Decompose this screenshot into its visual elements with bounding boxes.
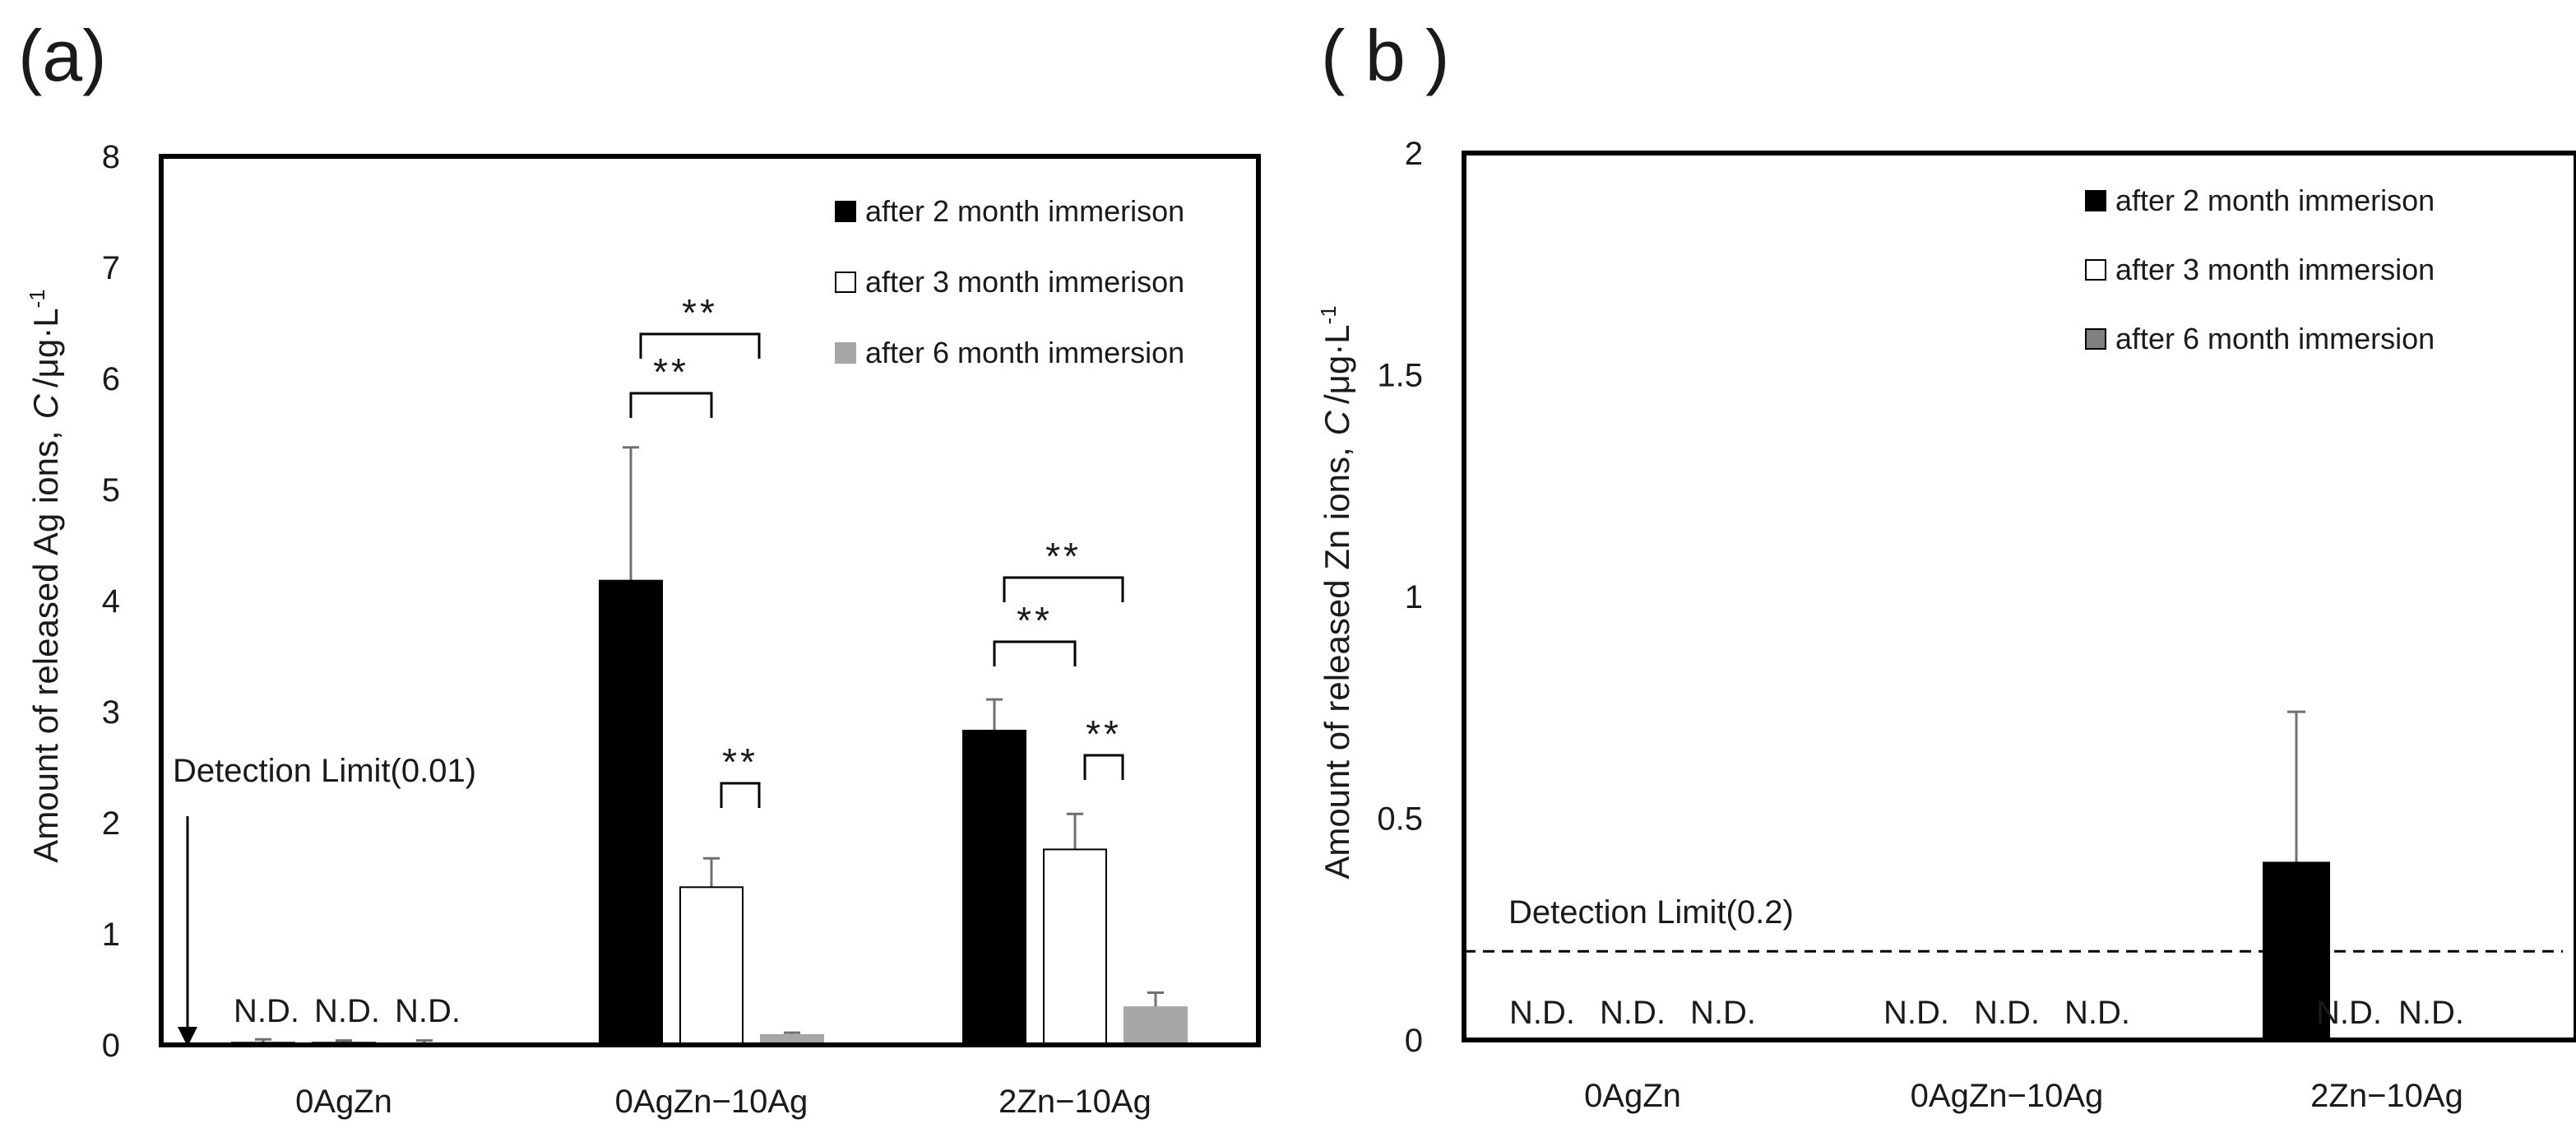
panel-a-bar-after-3-month-immerison-2zn-10ag [1043, 848, 1107, 1047]
panel-a-nd-after-6-month-immersion-0agzn: N.D. [395, 993, 461, 1029]
panel-b-y-ticks: 0 0.5 1 1.5 2 [1377, 136, 1423, 1059]
panel-a-y-tick-7: 7 [102, 250, 120, 286]
panel-b-nd-after-3-month-immersion-2zn-10ag: N.D. [2316, 995, 2382, 1031]
panel-a-legend-3month: after 3 month immerison [865, 265, 1184, 299]
panel-a-sig-bracket-0 [629, 392, 713, 418]
panel-b-legend-6month: after 6 month immersion [2115, 322, 2435, 355]
panel-b-bar-after-2-month-immerison-2zn-10ag [2263, 861, 2330, 1042]
panel-b-category-0agzn-10ag: 0AgZn−10Ag [1911, 1078, 2104, 1114]
panel-b-y-tick-2: 1 [1405, 579, 1423, 615]
panel-b-nd-after-2-month-immerison-0agzn-10ag: N.D. [1883, 995, 1949, 1031]
panel-b-ylabel-exp: -1 [1316, 305, 1341, 324]
panel-b-y-tick-1: 0.5 [1377, 801, 1423, 838]
panel-a-legend-swatch-6month [835, 342, 856, 364]
panel-b-nd-after-6-month-immersion-2zn-10ag: N.D. [2398, 995, 2464, 1031]
panel-b-nd-labels: N.D. N.D. N.D. N.D. N.D. N.D. N.D. N.D. [1509, 995, 2464, 1031]
panel-b-y-axis-label: Amount of released Zn ions, C/μg·L-1 [1316, 305, 1356, 879]
panel-a-legend-swatch-2month [835, 201, 856, 222]
panel-b-ylabel-main: Amount of released Zn ions, [1318, 447, 1356, 879]
panel-a-bars [231, 446, 1188, 1047]
panel-b-nd-after-3-month-immersion-0agzn: N.D. [1600, 995, 1666, 1031]
panel-a-y-tick-2: 2 [102, 805, 120, 842]
panel-a-category-0agzn: 0AgZn [295, 1084, 392, 1120]
panel-a-detection-limit: Detection Limit(0.01) [173, 753, 476, 1047]
panel-b-category-2zn-10ag: 2Zn−10Ag [2310, 1078, 2463, 1114]
panel-a-detection-limit-label: Detection Limit(0.01) [173, 753, 476, 789]
panel-a-nd-after-3-month-immerison-0agzn: N.D. [314, 993, 380, 1029]
panel-a-significance-brackets: ** ** ** ** ** ** [629, 291, 1124, 808]
panel-b-detection-limit-label: Detection Limit(0.2) [1508, 894, 1794, 931]
panel-b-legend-swatch-6month [2085, 328, 2106, 350]
panel-a-y-tick-1: 1 [102, 917, 120, 953]
panel-a-y-tick-3: 3 [102, 694, 120, 731]
panel-a-y-axis-label: Amount of released Ag ions, C/μg·L-1 [25, 289, 65, 862]
panel-b-bars [2263, 710, 2330, 1042]
panel-a-sig-bracket-5 [1083, 754, 1124, 780]
panel-a-legend-swatch-3month [835, 272, 856, 293]
panel-a-ylabel-main: Amount of released Ag ions, [26, 430, 65, 862]
panel-a-sig-bracket-1 [639, 332, 761, 359]
panel-a-sig-label-5: ** [1086, 713, 1122, 755]
panel-a-plot-frame [159, 154, 1261, 1047]
panel-b-legend-swatch-3month [2085, 259, 2106, 281]
panel-a-sig-label-4: ** [1045, 535, 1082, 578]
panel-a-nd-labels: N.D. N.D. N.D. [234, 993, 461, 1029]
panel-b-legend: after 2 month immerison after 3 month im… [2085, 183, 2435, 355]
panel-a-detection-arrow-head [178, 1027, 197, 1047]
panel-a-y-ticks: 0 1 2 3 4 5 6 7 8 [102, 139, 120, 1064]
panel-a-sig-label-1: ** [682, 291, 718, 334]
panel-b-nd-after-3-month-immersion-0agzn-10ag: N.D. [1974, 995, 2040, 1031]
panel-b-detection-limit: Detection Limit(0.2) [1464, 894, 2563, 953]
panel-a: (a) Amount of released Ag ions,C/μg·L-1 … [18, 15, 1261, 1120]
panel-a-y-tick-6: 6 [102, 361, 120, 397]
panel-a-bar-after-2-month-immerison-2zn-10ag [962, 729, 1026, 1046]
panel-b-category-0agzn: 0AgZn [1584, 1078, 1681, 1114]
panel-a-y-tick-0: 0 [102, 1028, 120, 1064]
panel-a-legend-6month: after 6 month immersion [865, 336, 1184, 369]
panel-a-nd-after-2-month-immerison-0agzn: N.D. [234, 993, 299, 1029]
panel-a-sig-bracket-2 [720, 782, 761, 808]
panel-b-y-tick-3: 1.5 [1377, 358, 1423, 394]
panel-a-ylabel-exp: -1 [25, 289, 49, 308]
panel-b-nd-after-2-month-immerison-0agzn: N.D. [1509, 995, 1575, 1031]
panel-a-label: (a) [18, 15, 107, 96]
panel-a-bar-after-6-month-immersion-2zn-10ag [1124, 1006, 1188, 1046]
panel-b-category-labels: 0AgZn 0AgZn−10Ag 2Zn−10Ag [1584, 1078, 2463, 1114]
panel-b-nd-after-6-month-immersion-0agzn-10ag: N.D. [2064, 995, 2130, 1031]
panel-a-y-tick-4: 4 [102, 583, 120, 620]
panel-b-legend-3month: after 3 month immersion [2115, 253, 2435, 286]
panel-a-sig-label-0: ** [653, 350, 689, 393]
panel-a-bar-after-2-month-immerison-0agzn-10ag [599, 579, 663, 1046]
panel-a-legend: after 2 month immerison after 3 month im… [835, 194, 1184, 369]
panel-b-nd-after-6-month-immersion-0agzn: N.D. [1690, 995, 1756, 1031]
panel-a-y-tick-8: 8 [102, 139, 120, 175]
panel-b-plot-frame [1462, 151, 2576, 1042]
panel-b-y-tick-4: 2 [1405, 136, 1423, 172]
panel-b: ( b ) Amount of released Zn ions, C/μg·L-… [1316, 15, 2576, 1114]
panel-a-y-tick-5: 5 [102, 472, 120, 508]
panel-b-ylabel-var: C [1318, 410, 1356, 435]
panel-a-ylabel-var: C [26, 393, 65, 419]
panel-a-sig-bracket-4 [1003, 576, 1124, 602]
panel-a-sig-label-3: ** [1017, 599, 1053, 642]
panel-a-ylabel-unit: /μg·L [26, 308, 65, 388]
panel-a-sig-bracket-3 [993, 640, 1077, 666]
panel-b-legend-2month: after 2 month immerison [2115, 183, 2435, 217]
panel-b-ylabel-unit: /μg·L [1318, 324, 1356, 404]
panel-a-category-labels: 0AgZn 0AgZn−10Ag 2Zn−10Ag [295, 1084, 1151, 1120]
panel-b-label: ( b ) [1321, 15, 1449, 96]
panel-a-bar-after-3-month-immerison-0agzn-10ag [679, 886, 744, 1047]
panel-a-sig-label-2: ** [722, 740, 758, 783]
panel-a-category-2zn-10ag: 2Zn−10Ag [998, 1084, 1151, 1120]
panel-b-y-tick-0: 0 [1405, 1023, 1423, 1059]
panel-a-legend-2month: after 2 month immerison [865, 194, 1184, 228]
panel-a-category-0agzn-10ag: 0AgZn−10Ag [615, 1084, 808, 1120]
panel-b-legend-swatch-2month [2085, 190, 2106, 211]
